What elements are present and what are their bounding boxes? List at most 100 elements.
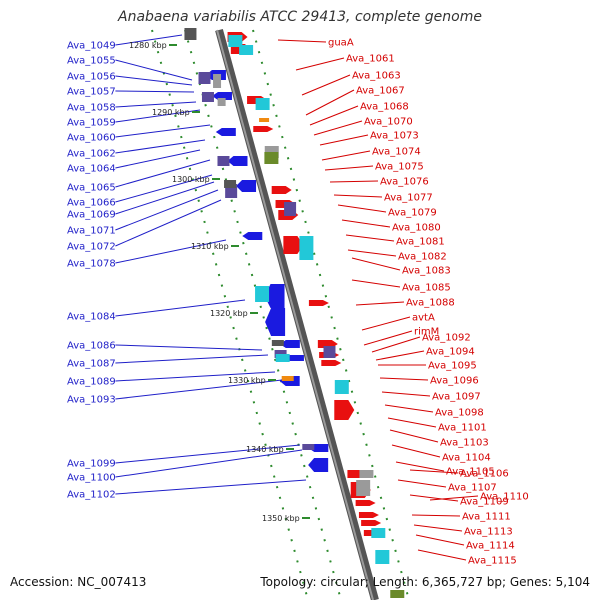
right-leader-line — [329, 180, 379, 183]
right-leader-line — [395, 461, 445, 472]
left-gene-label[interactable]: Ava_1065 — [67, 183, 116, 194]
gene-block — [284, 202, 297, 216]
right-label-leaders — [277, 39, 479, 561]
kbp-tick-label: 1320 kbp — [210, 309, 248, 318]
right-gene-label[interactable]: Ava_1092 — [422, 333, 471, 344]
gene-block — [213, 74, 222, 88]
gene-block — [371, 528, 386, 538]
left-gene-label[interactable]: Ava_1093 — [67, 395, 116, 406]
gene-block — [201, 92, 214, 102]
right-gene-label[interactable]: Ava_1105 — [446, 467, 495, 478]
gene-block — [299, 236, 314, 260]
left-gene-label[interactable]: Ava_1072 — [67, 242, 116, 253]
left-leader-line — [115, 101, 197, 108]
right-gene-label[interactable]: Ava_1113 — [464, 527, 513, 538]
gene-block — [302, 444, 315, 450]
right-gene-label[interactable]: Ava_1063 — [352, 71, 401, 82]
right-gene-label[interactable]: Ava_1061 — [346, 54, 395, 65]
kbp-tick-label: 1330 kbp — [228, 376, 266, 385]
right-leader-line — [319, 134, 369, 146]
gene-arrow-forward — [334, 400, 355, 420]
right-gene-label[interactable]: Ava_1068 — [360, 102, 409, 113]
right-gene-label[interactable]: Ava_1082 — [398, 252, 447, 263]
right-gene-label[interactable]: Ava_1114 — [466, 541, 515, 552]
right-gene-label[interactable]: Ava_1076 — [380, 177, 429, 188]
right-gene-label[interactable]: avtA — [412, 313, 435, 324]
left-leader-line — [115, 181, 215, 215]
right-gene-label[interactable]: Ava_1106 — [460, 469, 509, 480]
right-gene-label[interactable]: Ava_1073 — [370, 131, 419, 142]
left-gene-label[interactable]: Ava_1089 — [67, 377, 116, 388]
kbp-tick-label: 1350 kbp — [262, 514, 300, 523]
gene-block — [184, 28, 197, 40]
left-gene-label[interactable]: Ava_1060 — [67, 133, 116, 144]
right-leader-line — [337, 204, 387, 213]
left-gene-label[interactable]: Ava_1062 — [67, 149, 116, 160]
left-gene-label[interactable]: Ava_1078 — [67, 259, 116, 270]
right-leader-line — [413, 524, 463, 532]
left-gene-label[interactable]: Ava_1084 — [67, 312, 116, 323]
gene-arrow-reverse — [279, 340, 300, 348]
right-leader-line — [384, 404, 434, 413]
left-leader-line — [115, 379, 283, 400]
right-gene-label[interactable]: Ava_1110 — [480, 492, 529, 503]
left-gene-label[interactable]: Ava_1102 — [67, 490, 116, 501]
right-gene-label[interactable]: Ava_1094 — [426, 347, 475, 358]
right-gene-label[interactable]: Ava_1096 — [430, 376, 479, 387]
left-gene-label[interactable]: Ava_1059 — [67, 118, 116, 129]
right-gene-label[interactable]: Ava_1081 — [396, 237, 445, 248]
gene-arrow-reverse — [308, 458, 329, 472]
right-gene-label[interactable]: Ava_1077 — [384, 193, 433, 204]
right-gene-label[interactable]: Ava_1101 — [438, 423, 487, 434]
right-gene-labels: guaA Ava_1061 Ava_1063 Ava_1067 Ava_1068 Ava_… — [328, 38, 529, 567]
left-gene-label[interactable]: Ava_1099 — [67, 459, 116, 470]
right-leader-line — [387, 417, 437, 428]
left-gene-label[interactable]: Ava_1066 — [67, 198, 116, 209]
right-gene-label[interactable]: rimM — [414, 327, 439, 338]
gene-block — [239, 45, 254, 55]
left-gene-label[interactable]: Ava_1056 — [67, 72, 116, 83]
right-gene-label[interactable]: Ava_1067 — [356, 86, 405, 97]
gene-arrow-reverse — [227, 156, 248, 166]
gene-block — [359, 470, 374, 478]
left-gene-label[interactable]: Ava_1055 — [67, 56, 116, 67]
left-gene-label[interactable]: Ava_1071 — [67, 226, 116, 237]
left-gene-label[interactable]: Ava_1086 — [67, 341, 116, 352]
right-gene-label[interactable]: Ava_1104 — [442, 453, 491, 464]
left-gene-label[interactable]: Ava_1049 — [67, 41, 116, 52]
right-gene-label[interactable]: Ava_1074 — [372, 147, 421, 158]
gene-features — [184, 28, 405, 598]
left-gene-label[interactable]: Ava_1058 — [67, 103, 116, 114]
left-gene-label[interactable]: Ava_1087 — [67, 359, 116, 370]
right-gene-label[interactable]: Ava_1080 — [392, 223, 441, 234]
right-gene-label[interactable]: Ava_1109 — [460, 497, 509, 508]
right-gene-label[interactable]: Ava_1083 — [402, 266, 451, 277]
gene-arrow-reverse — [236, 180, 257, 192]
left-gene-label[interactable]: Ava_1057 — [67, 87, 116, 98]
left-leader-line — [115, 124, 211, 138]
right-gene-label[interactable]: Ava_1107 — [448, 483, 497, 494]
right-gene-label[interactable]: Ava_1097 — [432, 392, 481, 403]
gene-block — [275, 354, 290, 362]
right-gene-label[interactable]: Ava_1095 — [428, 361, 477, 372]
genome-backbone — [215, 28, 379, 600]
right-gene-label[interactable]: Ava_1111 — [462, 512, 511, 523]
right-gene-label[interactable]: Ava_1115 — [468, 556, 517, 567]
gene-block — [323, 346, 336, 358]
right-gene-label[interactable]: Ava_1075 — [375, 162, 424, 173]
right-leader-line — [333, 194, 383, 198]
right-gene-label[interactable]: guaA — [328, 38, 354, 49]
left-gene-label[interactable]: Ava_1064 — [67, 164, 116, 175]
right-gene-label[interactable]: Ava_1085 — [402, 283, 451, 294]
left-gene-label[interactable]: Ava_1100 — [67, 473, 116, 484]
left-leader-line — [115, 59, 193, 81]
right-leader-line — [415, 534, 465, 546]
right-gene-label[interactable]: Ava_1079 — [388, 208, 437, 219]
right-gene-label[interactable]: Ava_1088 — [406, 298, 455, 309]
left-gene-label[interactable]: Ava_1069 — [67, 210, 116, 221]
right-gene-label[interactable]: Ava_1098 — [435, 408, 484, 419]
gene-block — [224, 180, 237, 188]
right-gene-label[interactable]: Ava_1070 — [364, 117, 413, 128]
right-gene-label[interactable]: Ava_1103 — [440, 438, 489, 449]
